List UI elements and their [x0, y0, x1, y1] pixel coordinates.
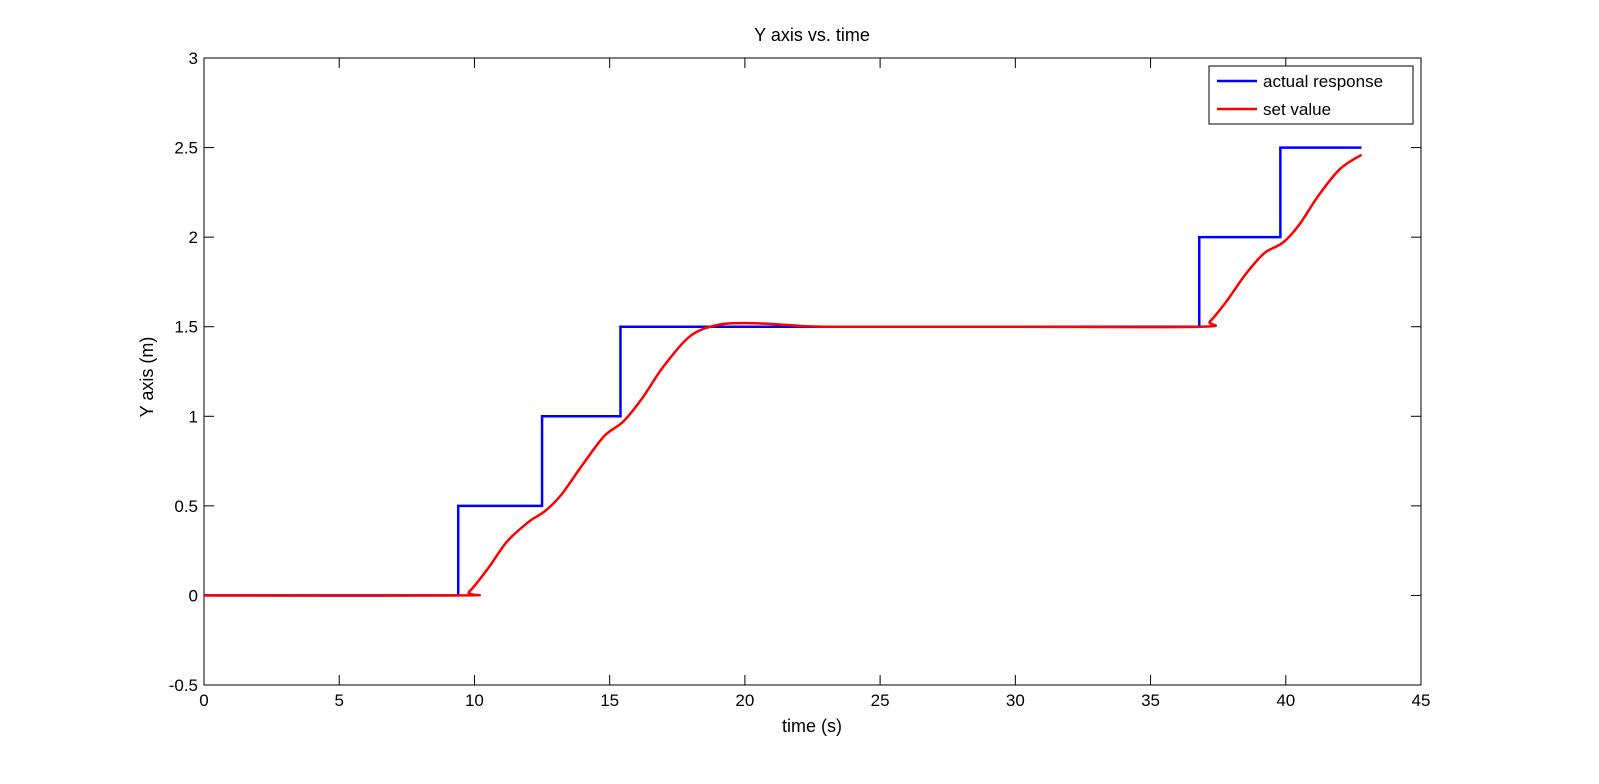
series-layer — [203, 146, 1363, 597]
legend-label-1: actual response — [1263, 72, 1383, 91]
x-tick-label: 45 — [1412, 691, 1431, 710]
x-tick-label: 15 — [600, 691, 619, 710]
plot-box — [203, 57, 1422, 686]
x-tick-label: 35 — [1141, 691, 1160, 710]
x-tick-label: 5 — [334, 691, 343, 710]
x-ticks: 0 5 10 15 20 25 30 35 40 45 — [199, 58, 1430, 710]
x-tick-label: 10 — [465, 691, 484, 710]
legend-label-2: set value — [1263, 100, 1331, 119]
y-tick-label: 0 — [189, 586, 198, 605]
series-line-1 — [204, 146, 1362, 597]
x-axis-label: time (s) — [782, 716, 842, 736]
y-axis-label: Y axis (m) — [137, 337, 157, 418]
y-tick-label: 3 — [189, 49, 198, 68]
x-tick-label: 40 — [1276, 691, 1295, 710]
series-line-2 — [203, 153, 1363, 597]
y-tick-label: 2 — [189, 228, 198, 247]
y-tick-label: -0.5 — [169, 676, 198, 695]
chart-title: Y axis vs. time — [754, 25, 870, 45]
legend: actual response set value — [1208, 65, 1414, 125]
y-tick-label: 2.5 — [174, 139, 198, 158]
x-tick-label: 30 — [1006, 691, 1025, 710]
y-tick-label: 0.5 — [174, 497, 198, 516]
x-tick-label: 20 — [735, 691, 754, 710]
x-tick-label: 0 — [199, 691, 208, 710]
y-tick-label: 1.5 — [174, 318, 198, 337]
y-tick-label: 1 — [189, 407, 198, 426]
y-ticks: -0.5 0 0.5 1 1.5 2 2.5 3 — [169, 49, 1421, 695]
x-tick-label: 25 — [871, 691, 890, 710]
legend-box — [1208, 65, 1414, 125]
